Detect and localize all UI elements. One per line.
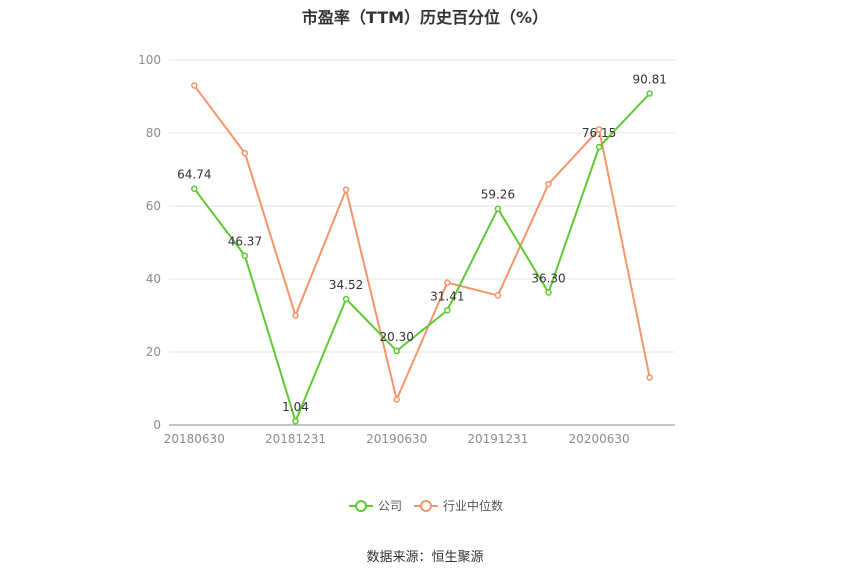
x-tick-label: 20200630: [569, 432, 630, 446]
data-point: [545, 289, 552, 296]
y-tick-label: 80: [146, 126, 161, 140]
data-point: [494, 205, 502, 212]
data-point: [595, 126, 603, 133]
legend-label: 行业中位数: [443, 498, 503, 513]
y-tick-label: 20: [146, 345, 161, 359]
data-point: [393, 347, 400, 355]
chart-title: 市盈率（TTM）历史百分位（%）: [301, 8, 549, 27]
data-label: 1.04: [282, 400, 309, 414]
data-point: [545, 180, 552, 188]
x-axis-ticks: 20180630 20181231 20190630 20191231 20200630: [164, 432, 630, 446]
data-label: 36.30: [531, 272, 565, 286]
data-point: [241, 149, 249, 157]
data-point: [494, 292, 502, 299]
data-label: 20.30: [380, 330, 414, 344]
data-point: [646, 90, 653, 97]
data-labels: 64.74 46.37 1.04 34.52 20.30 31.41 59.26 36.30 7…: [177, 73, 667, 415]
x-tick-label: 20180630: [164, 432, 225, 446]
data-label: 64.74: [177, 168, 211, 182]
data-point: [646, 374, 653, 381]
data-point: [292, 417, 299, 425]
data-point: [342, 295, 350, 303]
grid-lines: [169, 59, 675, 353]
data-label: 46.37: [228, 235, 262, 249]
data-point: [241, 252, 249, 259]
data-label: 34.52: [329, 278, 363, 292]
data-point: [444, 307, 451, 314]
y-tick-label: 40: [146, 272, 161, 286]
legend-marker: [355, 500, 367, 512]
y-tick-label: 0: [153, 418, 161, 432]
data-label: 59.26: [481, 188, 515, 202]
data-point: [191, 82, 198, 89]
y-tick-label: 100: [138, 53, 161, 67]
x-tick-label: 20191231: [467, 432, 528, 446]
series-line-company: [193, 92, 651, 423]
data-point: [393, 396, 400, 403]
data-point: [191, 185, 198, 192]
legend-label: 公司: [378, 499, 402, 513]
data-source: 数据来源：恒生聚源: [366, 550, 484, 565]
legend: 公司 行业中位数: [349, 498, 503, 513]
data-point: [292, 312, 299, 319]
data-label: 31.41: [430, 289, 464, 303]
data-label: 90.81: [633, 73, 667, 87]
legend-item-company: 公司: [349, 499, 402, 513]
x-tick-label: 20181231: [265, 432, 326, 446]
y-axis-ticks: 0 20 40 60 80 100: [138, 53, 161, 432]
y-tick-label: 60: [146, 199, 161, 213]
series-lines: [191, 82, 653, 425]
legend-marker: [420, 500, 432, 512]
series-line-industry-median: [193, 84, 651, 401]
data-point: [595, 143, 603, 151]
data-label: 76.15: [582, 126, 616, 140]
x-tick-label: 20190630: [366, 432, 427, 446]
data-point: [342, 186, 350, 193]
legend-item-industry-median: 行业中位数: [414, 498, 503, 513]
data-point: [444, 279, 451, 286]
